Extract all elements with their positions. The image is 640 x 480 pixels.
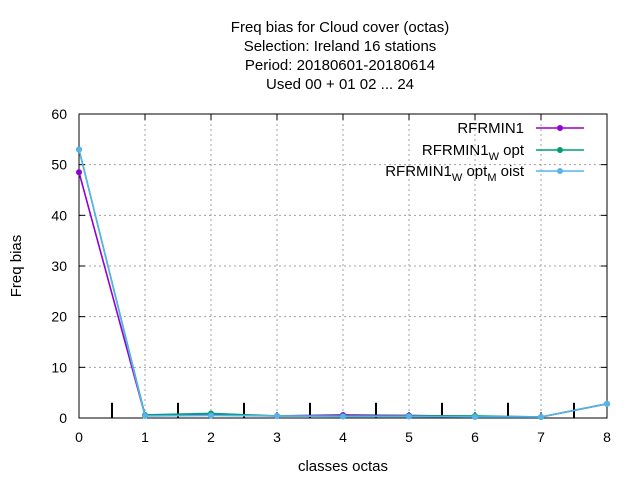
data-point xyxy=(538,413,544,420)
data-point xyxy=(340,413,346,420)
x-tick-label: 1 xyxy=(141,429,149,445)
x-tick-label: 0 xyxy=(75,429,83,445)
y-axis-label: Freq bias xyxy=(8,235,25,298)
y-tick-label: 40 xyxy=(51,207,67,223)
y-tick-label: 10 xyxy=(51,359,67,375)
y-tick-label: 30 xyxy=(51,258,67,274)
legend-marker-3 xyxy=(557,168,563,174)
series-lines xyxy=(76,146,610,420)
title-line-4: Used 00 + 01 02 ... 24 xyxy=(266,76,414,93)
x-tick-label: 4 xyxy=(339,429,347,445)
legend-marker-2 xyxy=(557,147,563,153)
x-tick-label: 8 xyxy=(603,429,611,445)
data-point xyxy=(208,412,214,419)
legend-label-3: RFRMIN1W optM oist xyxy=(385,163,525,184)
data-point xyxy=(76,146,82,153)
y-tick-label: 20 xyxy=(51,309,67,325)
x-tick-label: 6 xyxy=(471,429,479,445)
x-tick-label: 7 xyxy=(537,429,545,445)
grid-lines xyxy=(79,114,607,418)
chart-title: Freq bias for Cloud cover (octas) Selecti… xyxy=(231,19,449,93)
x-axis-label: classes octas xyxy=(298,458,388,475)
title-line-3: Period: 20180601-20180614 xyxy=(245,57,435,74)
x-tick-label: 2 xyxy=(207,429,215,445)
data-point xyxy=(76,169,82,176)
data-point xyxy=(604,400,610,407)
legend-label-1: RFRMIN1 xyxy=(457,120,524,137)
data-point xyxy=(406,413,412,420)
legend-marker-1 xyxy=(557,125,563,131)
y-tick-label: 50 xyxy=(51,157,67,173)
data-point xyxy=(274,412,280,419)
x-tick-label: 3 xyxy=(273,429,281,445)
y-tick-label: 0 xyxy=(59,410,67,426)
legend-label-2: RFRMIN1W opt xyxy=(422,142,525,163)
axis-ticks: 0 1 2 3 4 5 6 7 8 0 10 20 30 40 50 60 xyxy=(51,106,611,445)
y-tick-label: 60 xyxy=(51,106,67,122)
data-point xyxy=(472,413,478,420)
title-line-2: Selection: Ireland 16 stations xyxy=(244,38,437,55)
data-point xyxy=(142,412,148,419)
title-line-1: Freq bias for Cloud cover (octas) xyxy=(231,19,449,36)
x-tick-label: 5 xyxy=(405,429,413,445)
